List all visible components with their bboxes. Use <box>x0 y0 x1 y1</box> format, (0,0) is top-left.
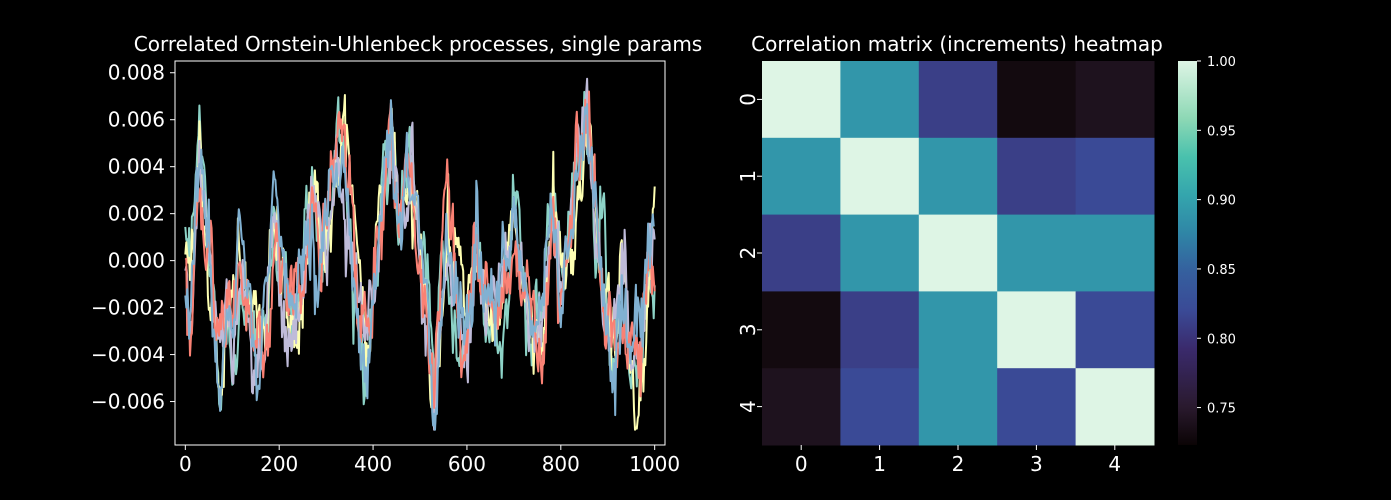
line-y-tick-label: 0.000 <box>108 249 165 273</box>
heatmap-y-tick-label: 3 <box>736 323 760 336</box>
line-series-group <box>184 77 656 431</box>
line-series-4 <box>184 99 655 431</box>
heatmap-cell <box>997 291 1077 369</box>
heatmap-y-tick-label: 2 <box>736 247 760 260</box>
heatmap-cell <box>997 137 1077 216</box>
heatmap-y-tick-label: 0 <box>736 93 760 106</box>
line-series-3 <box>184 90 656 409</box>
heatmap-y-ticks: 0 1 2 3 4 <box>736 93 762 413</box>
heatmap-cell <box>840 214 920 292</box>
heatmap-cells <box>762 61 1155 446</box>
line-y-tick-label: 0.002 <box>108 202 165 226</box>
line-x-ticks: 0 200 400 600 800 1000 <box>179 445 680 476</box>
heatmap-cell <box>918 137 998 216</box>
heatmap-cell <box>840 61 920 139</box>
heatmap-cell <box>762 214 841 292</box>
heatmap-x-ticks: 0 1 2 3 4 <box>795 445 1121 476</box>
line-y-tick-label: −0.004 <box>91 343 165 367</box>
line-x-tick-label: 600 <box>448 452 486 476</box>
colorbar-tick-label: 0.80 <box>1207 332 1236 347</box>
heatmap-cell <box>918 368 998 446</box>
heatmap-cell <box>1075 137 1155 216</box>
line-x-tick-label: 400 <box>354 452 392 476</box>
heatmap-cell <box>918 214 998 292</box>
heatmap-cell <box>840 291 920 369</box>
line-y-tick-label: −0.006 <box>91 390 165 414</box>
heatmap-cell <box>918 291 998 369</box>
colorbar-ticks: 0.75 0.80 0.85 0.90 0.95 1.00 <box>1197 55 1236 417</box>
heatmap-x-tick-label: 4 <box>1108 452 1121 476</box>
line-y-ticks: −0.006 −0.004 −0.002 0.000 0.002 0.004 0.006 0.… <box>91 61 175 414</box>
heatmap-cell <box>1075 368 1155 446</box>
heatmap-y-tick-label: 4 <box>736 400 760 413</box>
heatmap-cell <box>1075 214 1155 292</box>
heatmap-cell <box>762 61 841 139</box>
line-chart-frame <box>174 60 666 446</box>
line-x-tick-label: 1000 <box>629 452 680 476</box>
heatmap-cell <box>1075 291 1155 369</box>
heatmap-cell <box>1075 61 1155 139</box>
heatmap-chart: Correlation matrix (increments) heatmap … <box>736 32 1163 476</box>
line-y-tick-label: −0.002 <box>91 296 165 320</box>
line-chart: Correlated Ornstein-Uhlenbeck processes,… <box>91 32 702 476</box>
colorbar-tick-label: 1.00 <box>1207 55 1236 70</box>
line-x-tick-label: 200 <box>260 452 298 476</box>
heatmap-cell <box>762 291 841 369</box>
colorbar-tick-label: 0.95 <box>1207 124 1236 139</box>
heatmap-cell <box>762 137 841 216</box>
heatmap-cell <box>997 61 1077 139</box>
heatmap-x-tick-label: 2 <box>952 452 965 476</box>
heatmap-cell <box>840 368 920 446</box>
heatmap-y-tick-label: 1 <box>736 170 760 183</box>
line-x-tick-label: 800 <box>542 452 580 476</box>
heatmap-title: Correlation matrix (increments) heatmap <box>751 32 1163 56</box>
colorbar-tick-label: 0.75 <box>1207 402 1236 417</box>
line-y-tick-label: 0.004 <box>108 155 165 179</box>
heatmap-x-tick-label: 0 <box>795 452 808 476</box>
colorbar: 0.75 0.80 0.85 0.90 0.95 1.00 <box>1178 55 1236 445</box>
heatmap-cell <box>840 137 920 216</box>
heatmap-cell <box>997 368 1077 446</box>
heatmap-cell <box>997 214 1077 292</box>
colorbar-tick-label: 0.90 <box>1207 194 1236 209</box>
heatmap-cell <box>762 368 841 446</box>
colorbar-gradient <box>1178 61 1197 445</box>
line-chart-title: Correlated Ornstein-Uhlenbeck processes,… <box>134 32 702 56</box>
line-x-tick-label: 0 <box>179 452 192 476</box>
line-y-tick-label: 0.008 <box>108 61 165 85</box>
colorbar-tick-label: 0.85 <box>1207 263 1236 278</box>
heatmap-cell <box>918 61 998 139</box>
heatmap-x-tick-label: 3 <box>1030 452 1043 476</box>
line-y-tick-label: 0.006 <box>108 108 165 132</box>
heatmap-x-tick-label: 1 <box>873 452 886 476</box>
